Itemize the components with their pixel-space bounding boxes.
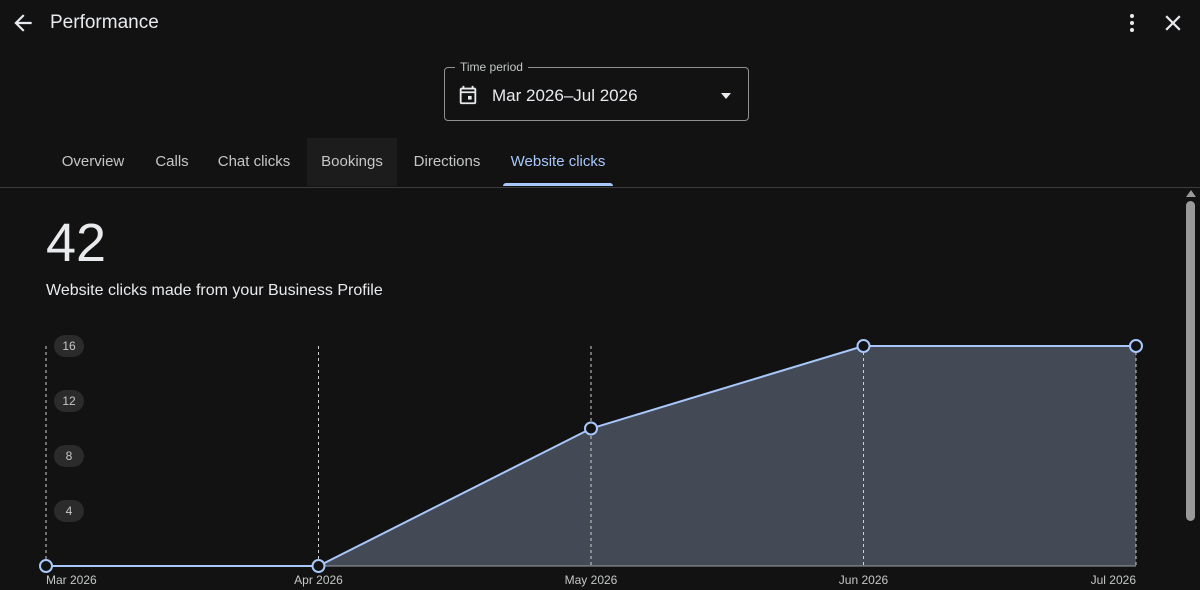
tab-calls[interactable]: Calls xyxy=(146,138,198,186)
y-tick-label: 8 xyxy=(66,449,73,463)
back-button[interactable] xyxy=(10,10,36,36)
data-point xyxy=(39,559,53,573)
tab-overview[interactable]: Overview xyxy=(50,138,136,186)
total-clicks-value: 42 xyxy=(46,213,107,273)
time-period-select[interactable]: Time period Mar 2026–Jul 2026 xyxy=(444,60,749,121)
y-tick-label: 16 xyxy=(62,339,76,353)
y-tick-label: 12 xyxy=(62,394,76,408)
time-period-value: Mar 2026–Jul 2026 xyxy=(492,86,638,105)
scroll-thumb[interactable] xyxy=(1186,201,1195,521)
website-clicks-chart: 4 8 12 16 Mar 2026 Apr 2026 May 2026 Jun 2026 Ju… xyxy=(39,335,1143,587)
x-tick-label: May 2026 xyxy=(565,573,618,587)
more-vert-icon xyxy=(1130,14,1134,32)
close-button[interactable] xyxy=(1160,10,1186,36)
tab-label: Bookings xyxy=(321,153,383,170)
header: Performance xyxy=(0,0,1200,46)
close-icon xyxy=(1165,15,1181,31)
y-tick-label: 4 xyxy=(66,504,73,518)
data-point xyxy=(856,339,871,353)
y-tick-pill xyxy=(54,390,84,412)
scroll-up-arrow-icon[interactable] xyxy=(1186,189,1196,197)
tab-directions[interactable]: Directions xyxy=(404,138,490,186)
tab-website-clicks[interactable]: Website clicks xyxy=(501,138,615,186)
tab-label: Overview xyxy=(61,153,125,170)
data-point xyxy=(1129,339,1143,353)
active-tab-indicator xyxy=(503,183,613,186)
more-options-button[interactable] xyxy=(1120,10,1144,36)
tab-label: Calls xyxy=(155,153,189,170)
y-tick-pill xyxy=(54,500,84,522)
data-point xyxy=(584,421,598,436)
x-tick-label: Jun 2026 xyxy=(839,573,889,587)
calendar-icon xyxy=(459,85,477,105)
time-period-label: Time period xyxy=(455,60,528,74)
x-tick-label: Apr 2026 xyxy=(294,573,343,587)
arrow-back-icon xyxy=(14,14,32,32)
tab-bookings[interactable]: Bookings xyxy=(307,138,397,186)
page-title: Performance xyxy=(50,12,159,33)
total-clicks-description: Website clicks made from your Business P… xyxy=(46,282,383,299)
x-tick-label: Jul 2026 xyxy=(1091,573,1137,587)
tab-bar: Overview Calls Chat clicks Bookings Dire… xyxy=(0,138,1200,188)
dropdown-caret-icon xyxy=(721,93,731,99)
tab-label: Directions xyxy=(413,153,481,170)
x-tick-label: Mar 2026 xyxy=(46,573,97,587)
tab-label: Website clicks xyxy=(510,153,606,170)
tab-label: Chat clicks xyxy=(217,153,291,170)
scrollbar[interactable] xyxy=(1184,187,1198,590)
data-point xyxy=(311,559,326,573)
y-tick-pill xyxy=(54,445,84,467)
tab-chat-clicks[interactable]: Chat clicks xyxy=(208,138,300,186)
y-tick-pill xyxy=(54,335,84,357)
